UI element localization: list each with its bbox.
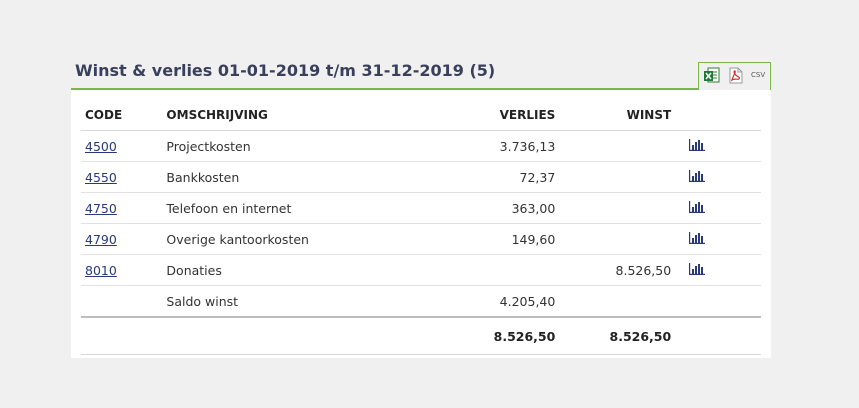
column-header-code: CODE [81, 100, 167, 131]
profit-value [555, 161, 672, 193]
profit-value [555, 192, 672, 224]
profit-value [555, 223, 672, 255]
row-actions [671, 223, 761, 255]
panel-header: Winst & verlies 01-01-2019 t/m 31-12-201… [71, 56, 771, 90]
bar-chart-icon[interactable] [689, 169, 706, 182]
table-row: 4750 Telefoon en internet 363,00 [81, 192, 761, 224]
account-description: Projectkosten [166, 130, 456, 162]
account-description: Telefoon en internet [166, 192, 456, 224]
saldo-label: Saldo winst [166, 285, 456, 318]
bar-chart-icon[interactable] [689, 262, 706, 275]
profit-loss-table: CODE OMSCHRIJVING VERLIES WINST 4500 Proj… [81, 100, 761, 355]
profit-value [555, 130, 672, 162]
account-code-link[interactable]: 4550 [85, 169, 117, 185]
row-actions [671, 130, 761, 162]
saldo-loss: 4.205,40 [455, 285, 556, 318]
column-header-actions [671, 100, 761, 131]
csv-export-link[interactable]: CSV [751, 71, 766, 79]
page-title: Winst & verlies 01-01-2019 t/m 31-12-201… [75, 61, 496, 80]
column-header-loss: VERLIES [455, 100, 556, 131]
loss-value: 72,37 [455, 161, 556, 193]
row-actions [671, 254, 761, 286]
totals-row: 8.526,50 8.526,50 [81, 317, 761, 355]
total-profit: 8.526,50 [555, 317, 672, 355]
loss-value: 3.736,13 [455, 130, 556, 162]
account-description: Bankkosten [166, 161, 456, 193]
row-actions [671, 161, 761, 193]
account-description: Donaties [166, 254, 456, 286]
table-row: 4500 Projectkosten 3.736,13 [81, 130, 761, 162]
column-header-profit: WINST [555, 100, 672, 131]
total-loss: 8.526,50 [455, 317, 556, 355]
bar-chart-icon[interactable] [689, 200, 706, 213]
loss-value [455, 254, 556, 286]
account-code-link[interactable]: 4750 [85, 200, 117, 216]
excel-icon[interactable] [703, 67, 720, 84]
bar-chart-icon[interactable] [689, 231, 706, 244]
table-row: 4550 Bankkosten 72,37 [81, 161, 761, 193]
account-code-link[interactable]: 4790 [85, 231, 117, 247]
saldo-row: Saldo winst 4.205,40 [81, 285, 761, 318]
account-description: Overige kantoorkosten [166, 223, 456, 255]
profit-value: 8.526,50 [555, 254, 672, 286]
bar-chart-icon[interactable] [689, 138, 706, 151]
saldo-profit [555, 285, 672, 318]
panel-body: CODE OMSCHRIJVING VERLIES WINST 4500 Proj… [71, 90, 771, 358]
account-code-link[interactable]: 4500 [85, 138, 117, 154]
loss-value: 363,00 [455, 192, 556, 224]
account-code-link[interactable]: 8010 [85, 262, 117, 278]
pdf-icon[interactable] [727, 67, 744, 84]
table-row: 8010 Donaties 8.526,50 [81, 254, 761, 286]
table-header-row: CODE OMSCHRIJVING VERLIES WINST [81, 100, 761, 131]
export-toolbar: CSV [698, 62, 771, 90]
table-row: 4790 Overige kantoorkosten 149,60 [81, 223, 761, 255]
column-header-description: OMSCHRIJVING [166, 100, 456, 131]
loss-value: 149,60 [455, 223, 556, 255]
row-actions [671, 192, 761, 224]
